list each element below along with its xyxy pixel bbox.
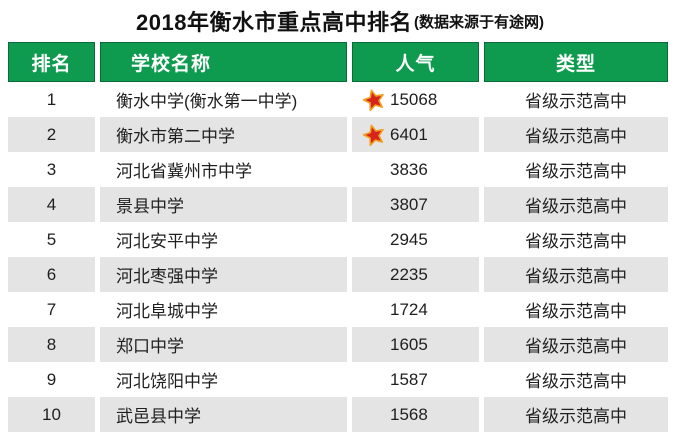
- rank-cell: 4: [8, 187, 95, 222]
- type-cell: 省级示范高中: [484, 222, 668, 257]
- school-name-cell: 衡水市第二中学: [100, 117, 347, 152]
- popularity-value: 2235: [390, 264, 428, 284]
- table-row: 3 河北省冀州市中学 3836 省级示范高中: [8, 152, 668, 187]
- popularity-cell: 15068: [352, 82, 479, 117]
- type-cell: 省级示范高中: [484, 187, 668, 222]
- popularity-value: 1587: [390, 369, 428, 389]
- type-cell: 省级示范高中: [484, 257, 668, 292]
- rank-cell: 7: [8, 292, 95, 327]
- popularity-value: 1605: [390, 334, 428, 354]
- table-row: 6 河北枣强中学 2235 省级示范高中: [8, 257, 668, 292]
- ranking-table: 排名 学校名称 人气 类型 1 衡水中学(衡水第一中学) 15068 省级示范高…: [8, 42, 668, 432]
- rank-cell: 1: [8, 82, 95, 117]
- school-name-cell: 河北阜城中学: [100, 292, 347, 327]
- table-row: 10 武邑县中学 1568 省级示范高中: [8, 397, 668, 432]
- school-name-cell: 河北饶阳中学: [100, 362, 347, 397]
- popularity-value: 3836: [390, 159, 428, 179]
- popularity-cell: 2235: [352, 257, 479, 292]
- type-cell: 省级示范高中: [484, 82, 668, 117]
- header-type: 类型: [484, 42, 668, 82]
- popularity-cell: 3807: [352, 187, 479, 222]
- school-name-cell: 衡水中学(衡水第一中学): [100, 82, 347, 117]
- type-cell: 省级示范高中: [484, 152, 668, 187]
- type-cell: 省级示范高中: [484, 292, 668, 327]
- table-row: 4 景县中学 3807 省级示范高中: [8, 187, 668, 222]
- school-name-cell: 郑口中学: [100, 327, 347, 362]
- popularity-value: 1724: [390, 299, 428, 319]
- table-row: 9 河北饶阳中学 1587 省级示范高中: [8, 362, 668, 397]
- popularity-cell: 3836: [352, 152, 479, 187]
- header-popularity: 人气: [352, 42, 479, 82]
- rank-cell: 10: [8, 397, 95, 432]
- popularity-value: 1568: [390, 404, 428, 424]
- table-header-row: 排名 学校名称 人气 类型: [8, 42, 668, 82]
- popularity-cell: 1605: [352, 327, 479, 362]
- popularity-value: 15068: [390, 89, 438, 109]
- type-cell: 省级示范高中: [484, 397, 668, 432]
- star-icon: [362, 123, 390, 147]
- table-row: 5 河北安平中学 2945 省级示范高中: [8, 222, 668, 257]
- popularity-value: 3807: [390, 194, 428, 214]
- type-cell: 省级示范高中: [484, 327, 668, 362]
- rank-cell: 3: [8, 152, 95, 187]
- table-row: 7 河北阜城中学 1724 省级示范高中: [8, 292, 668, 327]
- table-body: 1 衡水中学(衡水第一中学) 15068 省级示范高中 2 衡水市第二中学 64…: [8, 82, 668, 432]
- rank-cell: 5: [8, 222, 95, 257]
- type-cell: 省级示范高中: [484, 117, 668, 152]
- popularity-cell: 1724: [352, 292, 479, 327]
- rank-cell: 2: [8, 117, 95, 152]
- page-title: 2018年衡水市重点高中排名 (数据来源于有途网): [0, 0, 680, 42]
- rank-cell: 6: [8, 257, 95, 292]
- rank-cell: 8: [8, 327, 95, 362]
- header-school-name: 学校名称: [100, 42, 347, 82]
- school-name-cell: 武邑县中学: [100, 397, 347, 432]
- school-name-cell: 河北安平中学: [100, 222, 347, 257]
- rank-cell: 9: [8, 362, 95, 397]
- popularity-value: 6401: [390, 124, 428, 144]
- table-row: 1 衡水中学(衡水第一中学) 15068 省级示范高中: [8, 82, 668, 117]
- title-text: 2018年衡水市重点高中排名: [136, 10, 412, 35]
- popularity-cell: 6401: [352, 117, 479, 152]
- table-row: 8 郑口中学 1605 省级示范高中: [8, 327, 668, 362]
- school-name-cell: 河北枣强中学: [100, 257, 347, 292]
- school-name-cell: 河北省冀州市中学: [100, 152, 347, 187]
- title-source-note: (数据来源于有途网): [413, 13, 544, 31]
- popularity-cell: 1568: [352, 397, 479, 432]
- star-icon: [362, 88, 390, 112]
- popularity-cell: 1587: [352, 362, 479, 397]
- type-cell: 省级示范高中: [484, 362, 668, 397]
- school-name-cell: 景县中学: [100, 187, 347, 222]
- popularity-value: 2945: [390, 229, 428, 249]
- table-row: 2 衡水市第二中学 6401 省级示范高中: [8, 117, 668, 152]
- popularity-cell: 2945: [352, 222, 479, 257]
- header-rank: 排名: [8, 42, 95, 82]
